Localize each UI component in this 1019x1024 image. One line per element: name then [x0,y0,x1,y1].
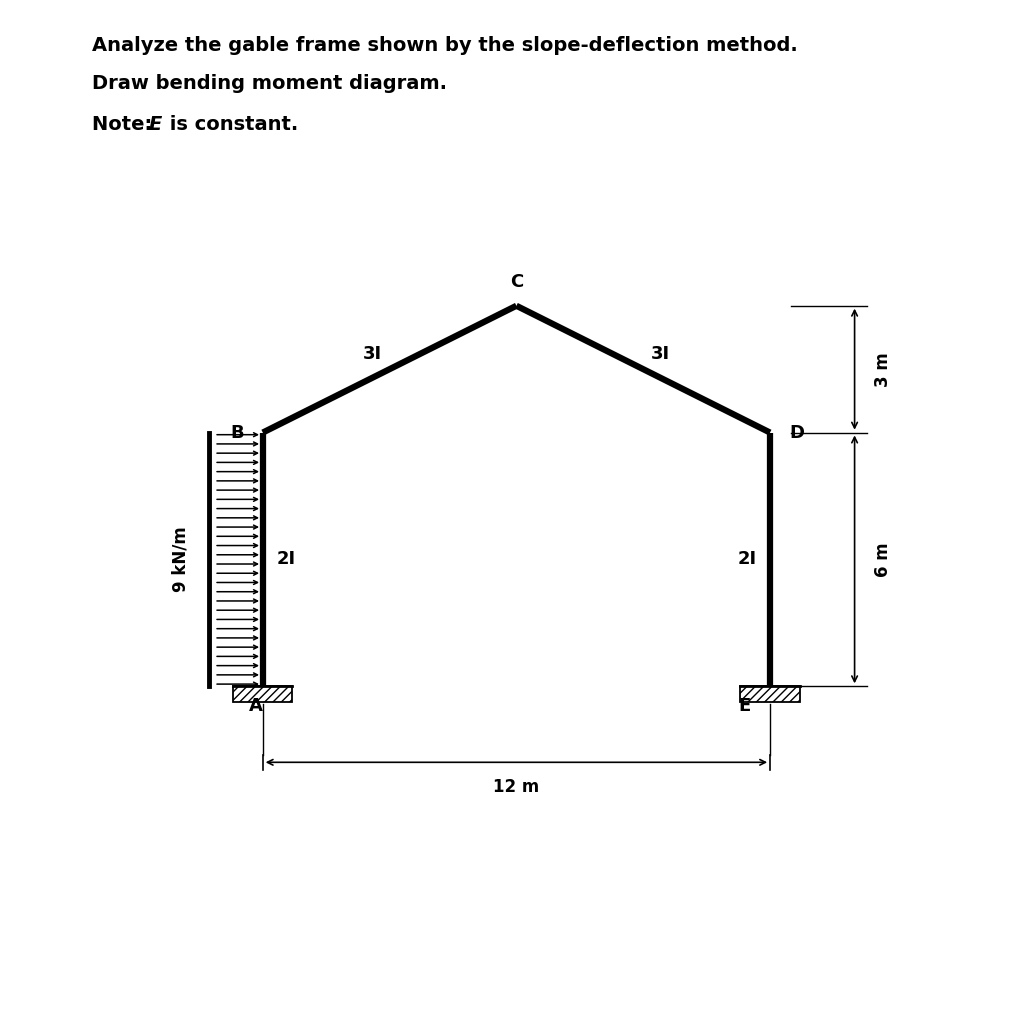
Text: is constant.: is constant. [163,115,299,134]
Text: 3 m: 3 m [872,352,891,386]
Text: E: E [149,115,162,134]
Text: 2I: 2I [276,550,296,568]
Text: 3I: 3I [650,345,669,364]
Text: D: D [789,424,803,441]
Text: 12 m: 12 m [493,778,539,797]
Text: Note:: Note: [92,115,159,134]
Text: E: E [738,696,750,715]
Text: Analyze the gable frame shown by the slope-deflection method.: Analyze the gable frame shown by the slo… [92,36,797,55]
Text: Draw bending moment diagram.: Draw bending moment diagram. [92,74,446,93]
Text: C: C [510,273,523,291]
Text: 3I: 3I [363,345,382,364]
Text: B: B [230,424,244,441]
Text: 2I: 2I [737,550,756,568]
Text: 9 kN/m: 9 kN/m [171,526,190,592]
Text: A: A [249,696,263,715]
Text: 6 m: 6 m [872,542,891,577]
